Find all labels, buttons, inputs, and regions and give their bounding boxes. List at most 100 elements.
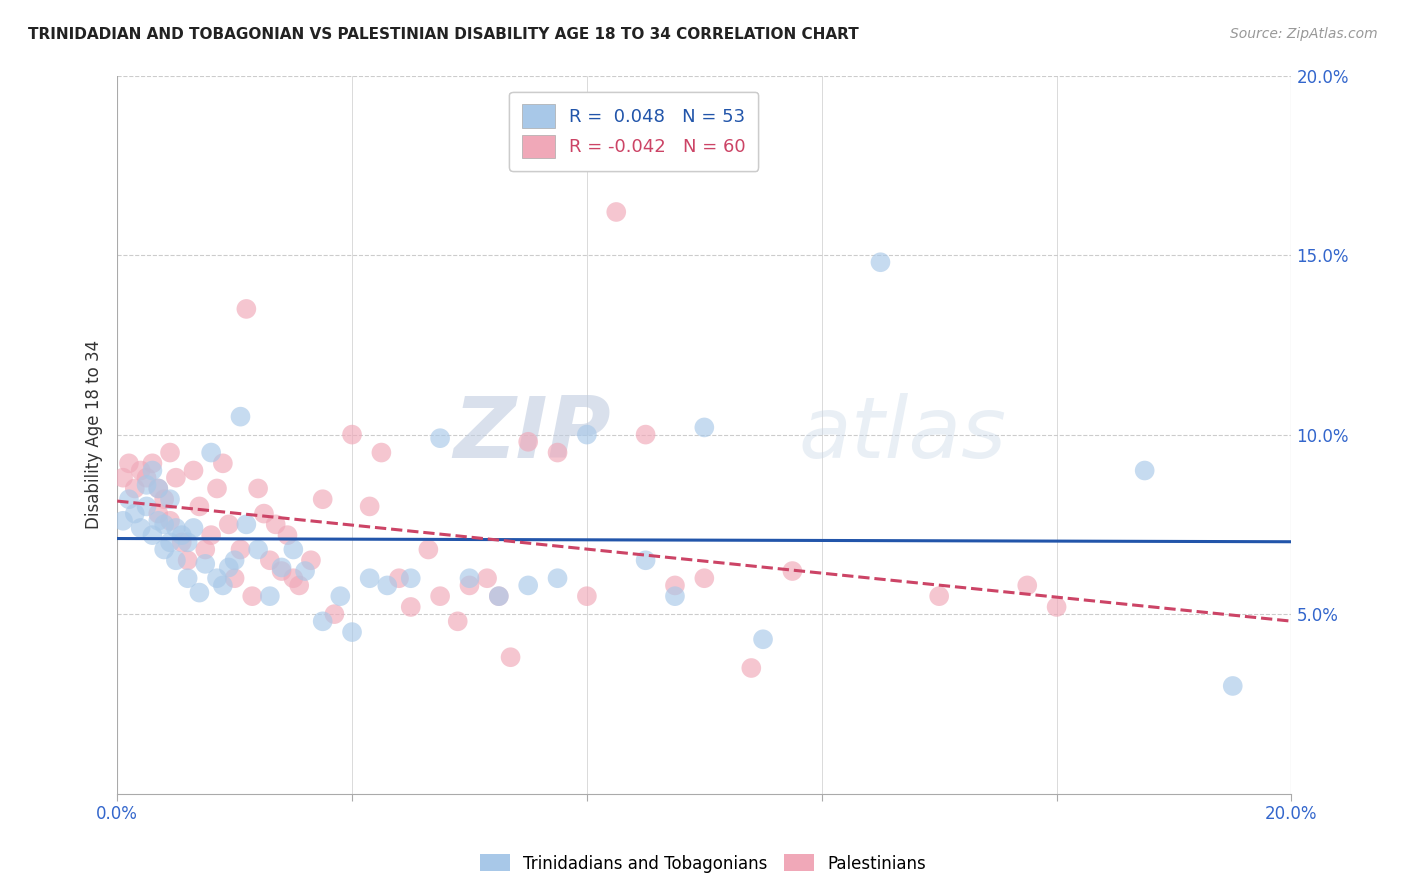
Point: [340, 427, 363, 442]
Point: [218, 560, 240, 574]
Point: [153, 542, 176, 557]
Point: [283, 571, 305, 585]
Point: [276, 528, 298, 542]
Point: [429, 589, 451, 603]
Text: TRINIDADIAN AND TOBAGONIAN VS PALESTINIAN DISABILITY AGE 18 TO 34 CORRELATION CH: TRINIDADIAN AND TOBAGONIAN VS PALESTINIA…: [28, 27, 859, 42]
Point: [124, 482, 146, 496]
Point: [447, 615, 470, 629]
Point: [212, 578, 235, 592]
Point: [194, 557, 217, 571]
Point: [375, 578, 398, 592]
Point: [359, 571, 381, 585]
Point: [517, 434, 540, 449]
Point: [165, 553, 187, 567]
Point: [283, 542, 305, 557]
Point: [205, 482, 228, 496]
Point: [312, 492, 335, 507]
Point: [294, 564, 316, 578]
Point: [388, 571, 411, 585]
Point: [259, 553, 281, 567]
Point: [165, 471, 187, 485]
Point: [200, 528, 222, 542]
Point: [399, 571, 422, 585]
Point: [782, 564, 804, 578]
Legend: R =  0.048   N = 53, R = -0.042   N = 60: R = 0.048 N = 53, R = -0.042 N = 60: [509, 92, 758, 170]
Point: [575, 427, 598, 442]
Point: [141, 456, 163, 470]
Point: [634, 553, 657, 567]
Point: [247, 482, 270, 496]
Point: [547, 445, 569, 459]
Point: [517, 578, 540, 592]
Point: [205, 571, 228, 585]
Point: [288, 578, 311, 592]
Point: [605, 205, 627, 219]
Point: [118, 456, 141, 470]
Point: [118, 492, 141, 507]
Point: [159, 492, 181, 507]
Point: [135, 500, 157, 514]
Point: [224, 571, 246, 585]
Point: [634, 427, 657, 442]
Point: [176, 571, 198, 585]
Point: [693, 571, 716, 585]
Point: [112, 514, 135, 528]
Point: [740, 661, 762, 675]
Point: [176, 535, 198, 549]
Point: [299, 553, 322, 567]
Point: [148, 507, 170, 521]
Point: [329, 589, 352, 603]
Point: [141, 463, 163, 477]
Point: [129, 463, 152, 477]
Point: [418, 542, 440, 557]
Point: [1045, 599, 1067, 614]
Point: [153, 492, 176, 507]
Point: [259, 589, 281, 603]
Point: [869, 255, 891, 269]
Point: [188, 500, 211, 514]
Point: [224, 553, 246, 567]
Point: [218, 517, 240, 532]
Point: [247, 542, 270, 557]
Point: [240, 589, 263, 603]
Point: [1017, 578, 1039, 592]
Point: [135, 471, 157, 485]
Point: [170, 535, 193, 549]
Point: [458, 571, 481, 585]
Point: [159, 445, 181, 459]
Point: [235, 301, 257, 316]
Point: [1222, 679, 1244, 693]
Point: [323, 607, 346, 621]
Point: [200, 445, 222, 459]
Point: [194, 542, 217, 557]
Point: [148, 482, 170, 496]
Point: [458, 578, 481, 592]
Point: [312, 615, 335, 629]
Point: [183, 521, 205, 535]
Point: [212, 456, 235, 470]
Point: [488, 589, 510, 603]
Point: [429, 431, 451, 445]
Point: [664, 589, 686, 603]
Point: [235, 517, 257, 532]
Point: [112, 471, 135, 485]
Legend: Trinidadians and Tobagonians, Palestinians: Trinidadians and Tobagonians, Palestinia…: [472, 847, 934, 880]
Point: [359, 500, 381, 514]
Point: [547, 571, 569, 585]
Point: [141, 528, 163, 542]
Point: [270, 560, 292, 574]
Point: [399, 599, 422, 614]
Point: [499, 650, 522, 665]
Point: [693, 420, 716, 434]
Point: [664, 578, 686, 592]
Point: [575, 589, 598, 603]
Point: [270, 564, 292, 578]
Point: [153, 517, 176, 532]
Point: [475, 571, 498, 585]
Point: [148, 514, 170, 528]
Point: [253, 507, 276, 521]
Point: [928, 589, 950, 603]
Point: [229, 409, 252, 424]
Text: ZIP: ZIP: [453, 393, 610, 476]
Point: [129, 521, 152, 535]
